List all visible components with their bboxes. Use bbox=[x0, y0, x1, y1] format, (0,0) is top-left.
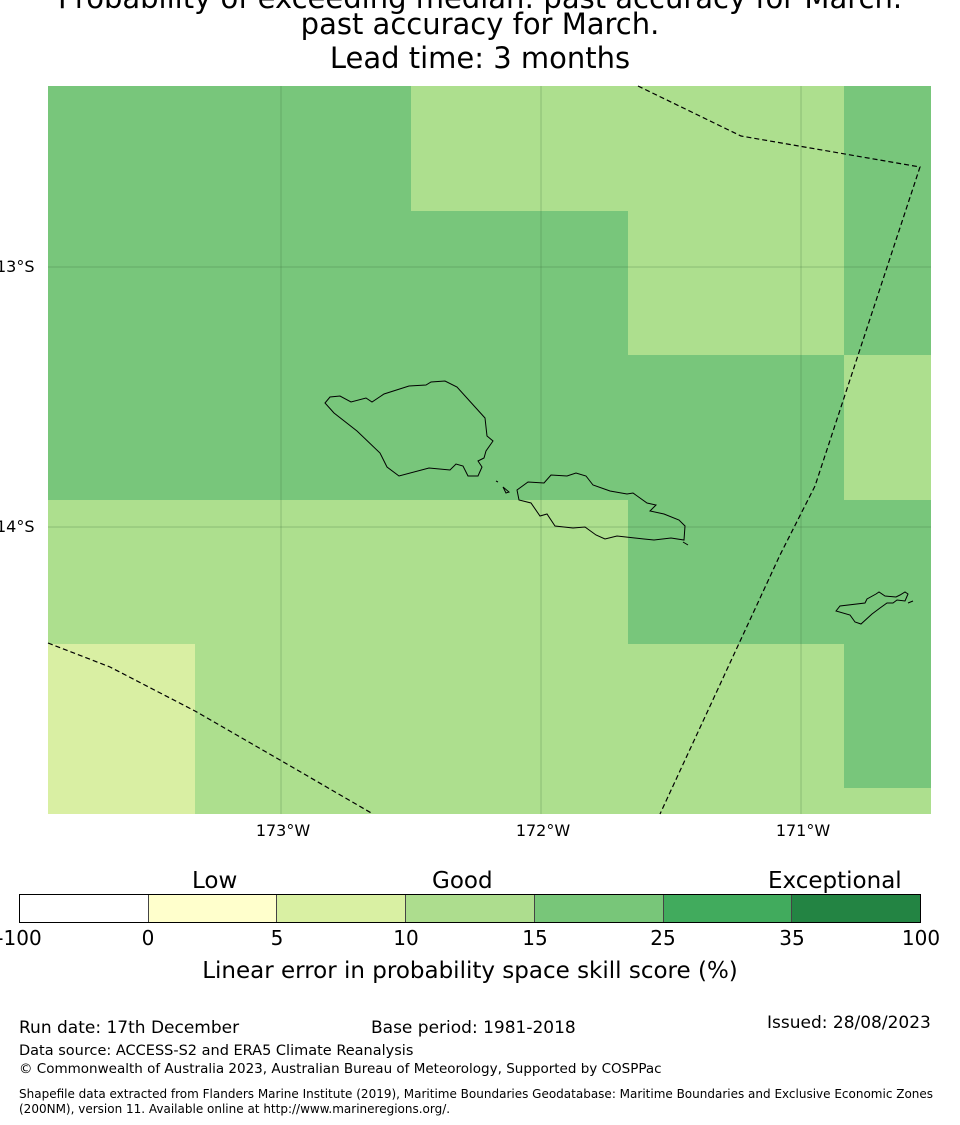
skill-grid bbox=[48, 86, 931, 814]
issued-date: Issued: 28/08/2023 bbox=[767, 1013, 931, 1033]
islands bbox=[324, 380, 914, 625]
lat-label-13s: 13°S bbox=[0, 257, 35, 276]
colorbar-segment bbox=[663, 895, 793, 922]
colorbar-tick: 5 bbox=[270, 926, 284, 950]
manono-islet bbox=[502, 486, 511, 494]
colorbar bbox=[19, 894, 921, 923]
skill-cell bbox=[411, 211, 628, 500]
graticule bbox=[48, 86, 931, 814]
savaii-island bbox=[324, 380, 494, 477]
skill-cell bbox=[844, 86, 931, 355]
colorbar-segment bbox=[148, 895, 278, 922]
run-date: Run date: 17th December bbox=[19, 1018, 240, 1038]
colorbar-tick: 15 bbox=[522, 926, 548, 950]
copyright: © Commonwealth of Australia 2023, Austra… bbox=[19, 1061, 662, 1077]
tutuila-island bbox=[835, 591, 909, 625]
colorbar-tick: -100 bbox=[0, 926, 42, 950]
skill-cell bbox=[48, 86, 411, 500]
map-panel bbox=[47, 85, 931, 815]
colorbar-segment bbox=[406, 895, 535, 922]
shapefile-credit-line-2: (200NM), version 11. Available online at… bbox=[19, 1102, 451, 1116]
eez-boundary bbox=[637, 85, 921, 815]
colorbar-segment bbox=[277, 895, 407, 922]
lon-label-173w: 173°W bbox=[255, 821, 311, 840]
eez-boundaries bbox=[47, 85, 921, 815]
data-source: Data source: ACCESS-S2 and ERA5 Climate … bbox=[19, 1043, 414, 1059]
lon-label-172w: 172°W bbox=[515, 821, 571, 840]
base-period: Base period: 1981-2018 bbox=[371, 1018, 576, 1038]
eez-boundary bbox=[47, 642, 374, 815]
colorbar-tick: 100 bbox=[901, 926, 941, 950]
lon-label-171w: 171°W bbox=[775, 821, 831, 840]
aunuu-islet bbox=[907, 600, 914, 604]
skill-cell bbox=[48, 644, 195, 814]
map-title-line-2: past accuracy for March. bbox=[300, 7, 660, 41]
colorbar-segment bbox=[20, 895, 149, 922]
colorbar-category-low: Low bbox=[192, 868, 238, 894]
skill-cell bbox=[628, 355, 844, 644]
colorbar-category-exceptional: Exceptional bbox=[768, 868, 902, 894]
colorbar-tick: 35 bbox=[779, 926, 805, 950]
map-title-line-1: Probability of exceeding median: past ac… bbox=[0, 0, 960, 15]
colorbar-segment bbox=[792, 895, 921, 922]
shapefile-credit-line-1: Shapefile data extracted from Flanders M… bbox=[19, 1087, 934, 1101]
apolima-islet bbox=[495, 480, 499, 483]
colorbar-tick: 25 bbox=[650, 926, 676, 950]
colorbar-segment bbox=[534, 895, 664, 922]
upolu-east-tip bbox=[682, 541, 689, 546]
colorbar-tick: 10 bbox=[393, 926, 419, 950]
lat-label-14s: 14°S bbox=[0, 517, 35, 536]
colorbar-tick: 0 bbox=[141, 926, 155, 950]
map-title-line-3: Lead time: 3 months bbox=[329, 41, 631, 75]
colorbar-category-good: Good bbox=[432, 868, 493, 894]
skill-cell bbox=[844, 500, 931, 788]
upolu-island bbox=[516, 472, 686, 541]
colorbar-label: Linear error in probability space skill … bbox=[202, 958, 738, 984]
